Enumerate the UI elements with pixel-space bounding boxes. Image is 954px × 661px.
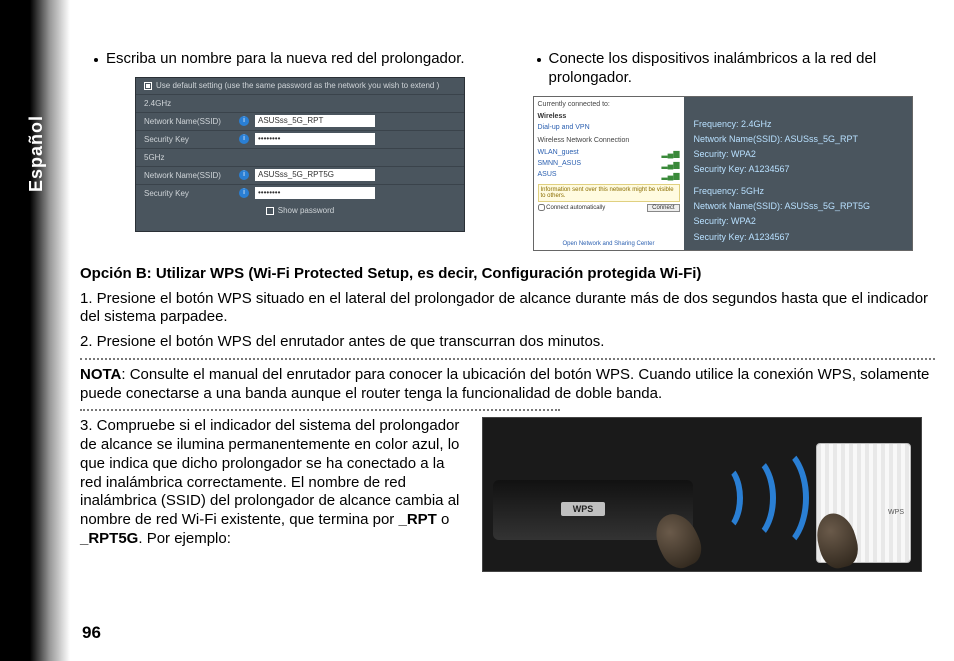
signal-icon: ▂▄▆ — [662, 171, 680, 180]
bullet-icon — [94, 58, 98, 62]
info-line: Security: WPA2 — [694, 214, 902, 229]
bullet-line: Conecte los dispositivos inalámbricos a … — [523, 50, 936, 88]
nota-label: NOTA — [80, 366, 121, 383]
connected-header: Currently connected to: — [538, 101, 680, 108]
two-column-row: Escriba un nombre para la nueva red del … — [80, 50, 935, 251]
dotted-divider — [80, 358, 935, 360]
info-icon: i — [239, 188, 249, 198]
show-pw-label: Show password — [278, 206, 334, 215]
step-3: 3. Compruebe si el indicador del sistema… — [80, 417, 470, 572]
manual-page: Español Escriba un nombre para la nueva … — [0, 0, 954, 661]
wave-icon — [739, 443, 809, 553]
option-b-heading: Opción B: Utilizar WPS (Wi-Fi Protected … — [80, 265, 935, 282]
ssid-5-input[interactable]: ASUSss_5G_RPT5G — [255, 169, 375, 181]
rpt5g-suffix: _RPT5G — [80, 530, 138, 547]
info-line: Security: WPA2 — [694, 147, 902, 162]
wlan-header: Wireless Network Connection — [538, 137, 680, 144]
warning-box: Information sent over this network might… — [538, 184, 680, 202]
connect-row: Connect automatically Connect — [538, 204, 680, 212]
signal-icon: ▂▄▆ — [662, 149, 680, 158]
network-list-panel: Currently connected to: Wireless Dial-up… — [534, 97, 684, 250]
ssid-5-row: Network Name(SSID) i ASUSss_5G_RPT5G — [136, 166, 464, 184]
ssid-label: Network Name(SSID) — [144, 117, 239, 126]
key-24-input[interactable]: •••••••• — [255, 133, 375, 145]
step-2: 2. Presione el botón WPS del enrutador a… — [80, 333, 935, 352]
ssid-label: Network Name(SSID) — [144, 171, 239, 180]
connect-button[interactable]: Connect — [647, 204, 679, 212]
lower-row: 3. Compruebe si el indicador del sistema… — [80, 417, 935, 572]
show-pw-row: Show password — [136, 202, 464, 220]
band-24-row: 2.4GHz — [136, 94, 464, 112]
info-line: Frequency: 5GHz — [694, 184, 902, 199]
rpt-suffix: _RPT — [398, 511, 436, 528]
checkbox-icon — [266, 207, 274, 215]
windows-network-screenshot: Currently connected to: Wireless Dial-up… — [533, 96, 913, 251]
info-icon: i — [239, 116, 249, 126]
extender-config-screenshot: Use default setting (use the same passwo… — [135, 77, 465, 232]
auto-checkbox[interactable] — [538, 204, 545, 211]
content-area: Escriba un nombre para la nueva red del … — [80, 50, 935, 572]
key-label: Security Key — [144, 135, 239, 144]
info-icon: i — [239, 170, 249, 180]
info-line: Frequency: 2.4GHz — [694, 117, 902, 132]
step-1: 1. Presione el botón WPS situado en el l… — [80, 290, 935, 328]
key-5-input[interactable]: •••••••• — [255, 187, 375, 199]
network-info-panel: Frequency: 2.4GHz Network Name(SSID): AS… — [684, 97, 912, 250]
key-24-row: Security Key i •••••••• — [136, 130, 464, 148]
key-5-row: Security Key i •••••••• — [136, 184, 464, 202]
wps-photo: WPS WPS — [482, 417, 922, 572]
checkbox-icon — [144, 82, 152, 90]
info-line: Network Name(SSID): ASUSss_5G_RPT — [694, 132, 902, 147]
net-name: WLAN_guest — [538, 149, 579, 156]
nota-paragraph: NOTA: Consulte el manual del enrutador p… — [80, 366, 935, 404]
info-line: Security Key: A1234567 — [694, 230, 902, 245]
list-item[interactable]: WLAN_guest ▂▄▆ — [538, 147, 680, 158]
net-name: ASUS — [538, 171, 557, 178]
page-number: 96 — [82, 623, 101, 643]
current-network: Wireless — [538, 111, 680, 122]
info-line: Network Name(SSID): ASUSss_5G_RPT5G — [694, 199, 902, 214]
band-24-label: 2.4GHz — [144, 99, 239, 108]
info-icon: i — [239, 134, 249, 144]
default-setting-label: Use default setting (use the same passwo… — [156, 81, 439, 90]
list-item[interactable]: ASUS ▂▄▆ — [538, 169, 680, 180]
right-column: Conecte los dispositivos inalámbricos a … — [523, 50, 936, 251]
ssid-24-row: Network Name(SSID) i ASUSss_5G_RPT — [136, 112, 464, 130]
extender-wps-label: WPS — [888, 509, 904, 516]
auto-label: Connect automatically — [546, 205, 605, 211]
band-5-row: 5GHz — [136, 148, 464, 166]
nota-body: : Consulte el manual del enrutador para … — [80, 366, 929, 402]
sharing-center-link[interactable]: Open Network and Sharing Center — [538, 241, 680, 247]
step-3-tail: . Por ejemplo: — [138, 530, 231, 547]
net-name: SMNN_ASUS — [538, 160, 582, 167]
info-line: Security Key: A1234567 — [694, 162, 902, 177]
default-setting-row: Use default setting (use the same passwo… — [136, 78, 464, 94]
left-column: Escriba un nombre para la nueva red del … — [80, 50, 493, 251]
dotted-divider — [80, 409, 560, 411]
band-5-label: 5GHz — [144, 153, 239, 162]
bullet-text: Escriba un nombre para la nueva red del … — [106, 50, 465, 69]
or-text: o — [437, 511, 450, 528]
language-tab: Español — [26, 115, 47, 192]
list-item[interactable]: SMNN_ASUS ▂▄▆ — [538, 158, 680, 169]
ssid-24-input[interactable]: ASUSss_5G_RPT — [255, 115, 375, 127]
wps-button-label: WPS — [561, 502, 605, 516]
signal-icon: ▂▄▆ — [662, 160, 680, 169]
dial-vpn: Dial-up and VPN — [538, 122, 680, 133]
key-label: Security Key — [144, 189, 239, 198]
bullet-line: Escriba un nombre para la nueva red del … — [80, 50, 493, 69]
bullet-icon — [537, 58, 541, 62]
bullet-text: Conecte los dispositivos inalámbricos a … — [549, 50, 936, 88]
